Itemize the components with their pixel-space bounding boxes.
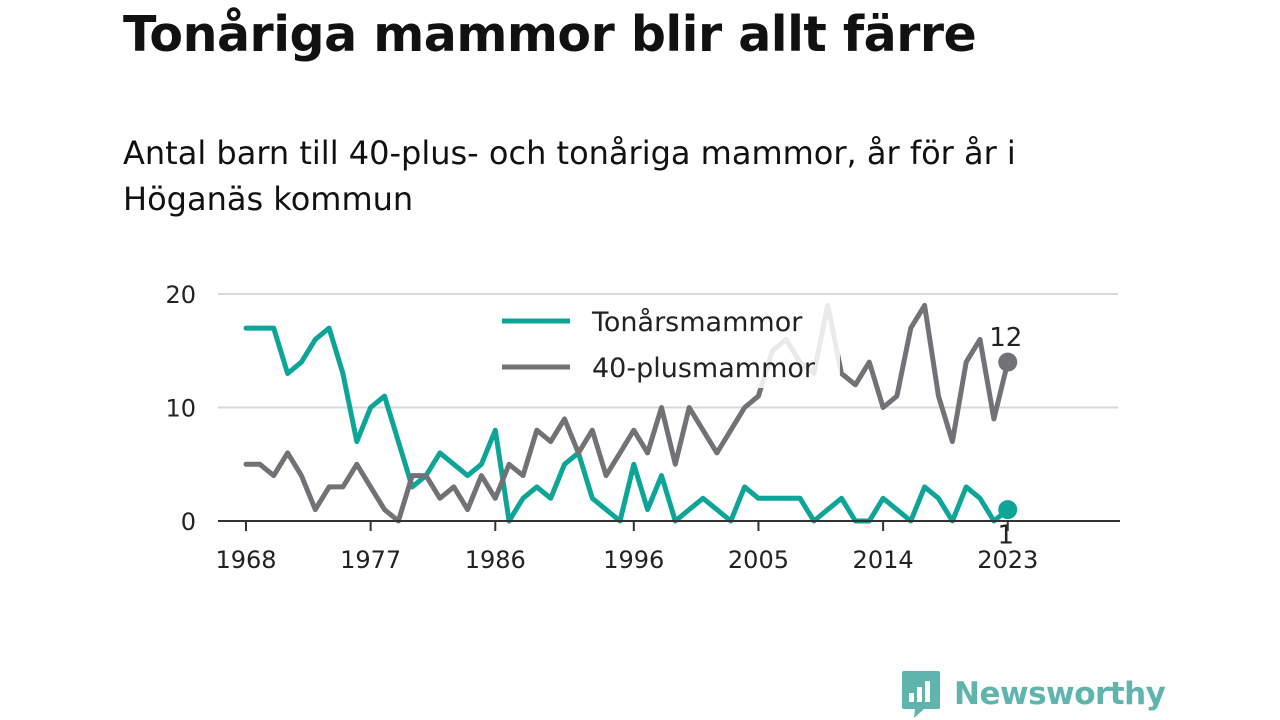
legend: Tonårsmammor 40-plusmammor [494,296,840,388]
x-tick-label: 1968 [215,546,276,574]
x-tick-label: 1977 [340,546,401,574]
chart-subtitle: Antal barn till 40-plus- och tonåriga ma… [123,134,1016,218]
chart-title: Tonåriga mammor blir allt färre [123,6,977,63]
end-label-0: 1 [997,521,1014,551]
y-tick-label: 20 [165,281,196,309]
legend-label-1: 40-plusmammor [592,353,816,384]
line-chart: Tonårsmammor 40-plusmammor 1 12 0 10 20 1968 1… [165,281,1120,574]
x-tick-label: 1996 [603,546,664,574]
end-marker-1 [998,352,1018,372]
axes: 0 10 20 1968 1977 1986 1996 2005 2014 2023 [165,281,1120,574]
series-line-0 [243,325,1011,524]
series-line-1 [243,302,1011,524]
x-tick-label: 2014 [853,546,914,574]
newsworthy-brand: Newsworthy [900,668,1166,720]
end-markers: 1 12 [989,323,1022,551]
end-marker-0 [998,500,1018,520]
legend-background [494,296,840,388]
y-tick-label: 0 [181,508,196,536]
brand-name: Newsworthy [954,676,1166,712]
end-label-1: 12 [989,323,1022,353]
x-tick-label: 2023 [977,546,1038,574]
x-tick-label: 2005 [728,546,789,574]
newsworthy-logo-icon [902,671,940,718]
y-tick-label: 10 [165,395,196,423]
x-tick-label: 1986 [465,546,526,574]
series-layer [243,302,1011,524]
legend-label-0: Tonårsmammor [591,307,803,338]
